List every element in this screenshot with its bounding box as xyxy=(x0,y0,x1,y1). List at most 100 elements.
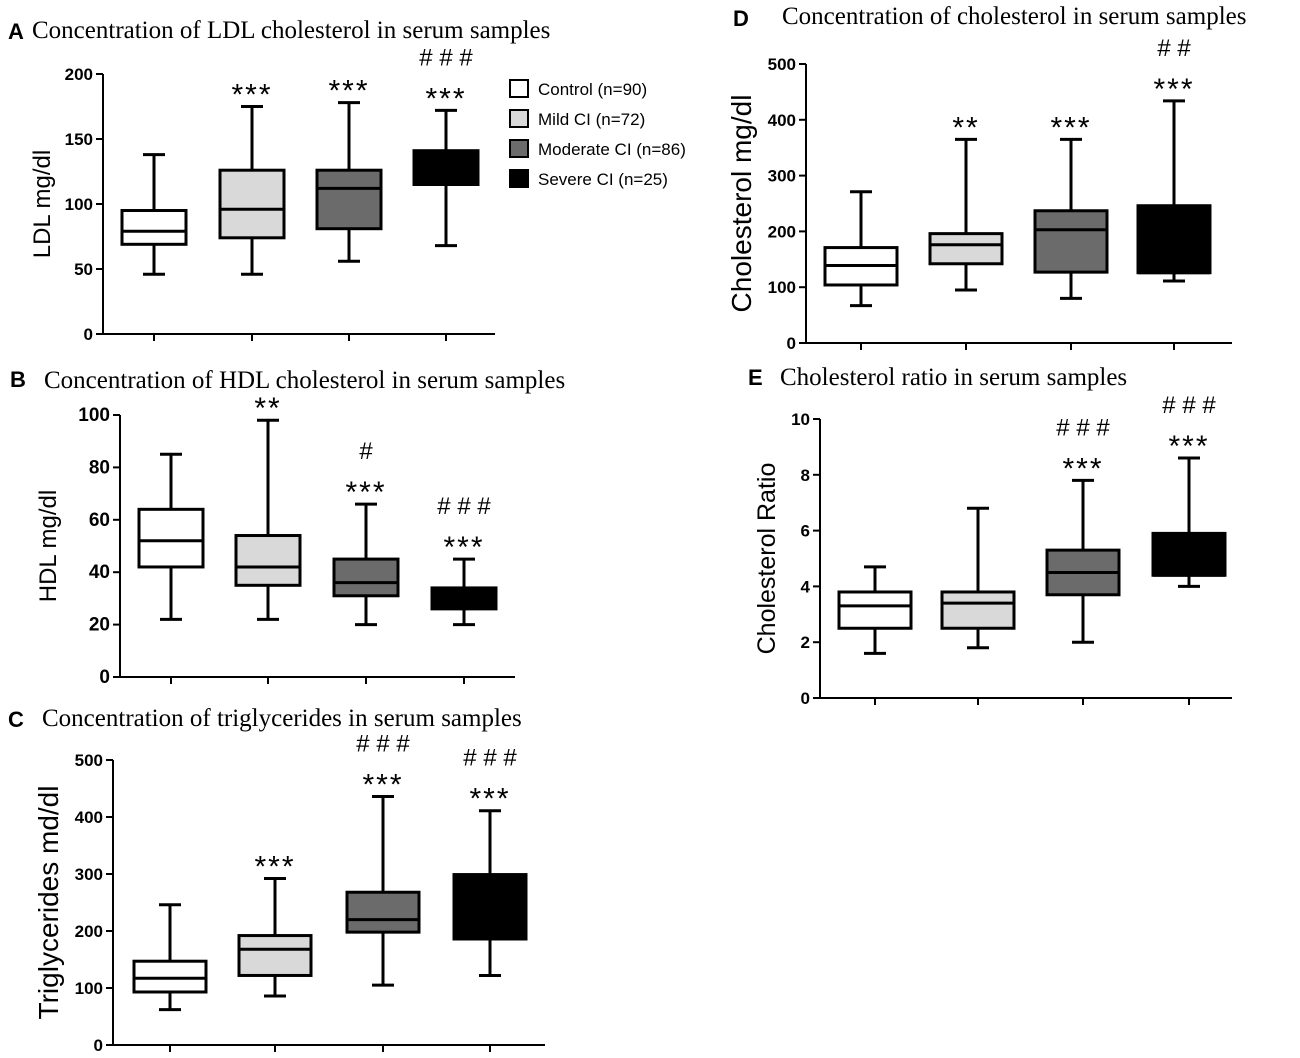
y-tick-label: 200 xyxy=(65,65,93,84)
y-tick-label: 0 xyxy=(801,689,810,708)
significance-stars: *** xyxy=(1062,452,1103,485)
panel-letter: A xyxy=(8,19,24,44)
box-2: ** xyxy=(234,392,302,684)
box-iqr xyxy=(837,590,913,630)
box-1 xyxy=(132,903,208,1052)
significance-hash: # # # xyxy=(356,730,410,757)
y-tick-label: 6 xyxy=(801,522,810,541)
box-iqr xyxy=(1151,531,1227,577)
box-iqr xyxy=(1136,204,1212,275)
y-tick-label: 500 xyxy=(75,751,103,770)
y-tick-label: 2 xyxy=(801,633,810,652)
box-iqr xyxy=(137,507,205,569)
box-iqr xyxy=(120,209,188,246)
y-axis-label: Cholesterol mg/dl xyxy=(726,95,757,313)
significance-hash: # # # xyxy=(437,493,491,520)
box-3: *** # xyxy=(332,438,400,684)
legend-item-2: Mild CI (n=72) xyxy=(509,109,645,129)
legend-swatch xyxy=(509,79,529,98)
box-iqr xyxy=(940,590,1016,630)
significance-stars: *** xyxy=(362,768,403,801)
y-tick-label: 0 xyxy=(787,334,796,353)
panel-d: D Concentration of cholesterol in serum s… xyxy=(726,3,1246,353)
y-tick-label: 400 xyxy=(768,111,796,130)
panel-b: B Concentration of HDL cholesterol in ser… xyxy=(10,367,565,688)
panel-letter: E xyxy=(748,365,763,390)
y-tick-label: 400 xyxy=(75,808,103,827)
legend-label: Severe CI (n=25) xyxy=(538,170,668,189)
chart-title: Concentration of HDL cholesterol in seru… xyxy=(44,367,565,394)
legend-label: Control (n=90) xyxy=(538,80,647,99)
y-tick-label: 20 xyxy=(89,615,110,636)
significance-hash: # # # xyxy=(1162,392,1216,419)
y-tick-label: 300 xyxy=(75,865,103,884)
panel-letter: D xyxy=(733,6,749,31)
significance-stars: *** xyxy=(469,783,510,816)
panel-letter: B xyxy=(10,367,26,392)
box-1 xyxy=(120,153,188,341)
significance-stars: *** xyxy=(345,476,386,509)
panel-a: A Concentration of LDL cholesterol in ser… xyxy=(8,17,550,344)
y-tick-label: 0 xyxy=(94,1036,103,1055)
box-2: *** xyxy=(218,79,286,341)
box-3: *** xyxy=(315,75,383,341)
y-tick-label: 100 xyxy=(65,195,93,214)
box-1 xyxy=(837,565,913,705)
box-4: *** # # # xyxy=(430,493,498,684)
legend-swatch xyxy=(509,109,529,128)
significance-hash: # # # xyxy=(1056,414,1110,441)
y-tick-label: 200 xyxy=(75,922,103,941)
y-tick-label: 0 xyxy=(84,325,93,344)
y-tick-label: 80 xyxy=(89,457,110,478)
box-1 xyxy=(823,190,899,350)
y-tick-label: 200 xyxy=(768,222,796,241)
chart-title: Cholesterol ratio in serum samples xyxy=(780,364,1127,391)
legend: Control (n=90) Mild CI (n=72) Moderate CI … xyxy=(509,79,686,189)
box-4: *** # # # xyxy=(1151,392,1227,705)
y-tick-label: 8 xyxy=(801,466,810,485)
box-iqr xyxy=(1033,209,1109,274)
box-iqr xyxy=(332,557,400,598)
y-axis-label: Triglycerides md/dl xyxy=(33,786,64,1020)
legend-swatch xyxy=(509,169,529,188)
significance-stars: *** xyxy=(443,531,484,564)
panel-letter: C xyxy=(8,707,24,732)
significance-stars: ** xyxy=(952,111,979,144)
box-3: *** # # # xyxy=(345,730,421,1052)
box-3: *** xyxy=(1033,111,1109,350)
chart-title: Concentration of triglycerides in serum … xyxy=(42,705,522,732)
box-2: *** xyxy=(237,851,313,1052)
y-tick-label: 100 xyxy=(75,979,103,998)
box-iqr xyxy=(234,534,302,587)
legend-item-4: Severe CI (n=25) xyxy=(509,169,668,189)
y-tick-label: 60 xyxy=(89,510,110,531)
legend-item-3: Moderate CI (n=86) xyxy=(509,139,686,159)
legend-item-1: Control (n=90) xyxy=(509,79,647,99)
box-2 xyxy=(940,506,1016,705)
box-4: *** # # # xyxy=(452,745,528,1052)
box-4: *** # # xyxy=(1136,35,1212,350)
box-iqr xyxy=(345,890,421,934)
box-iqr xyxy=(218,168,286,240)
box-1 xyxy=(137,452,205,684)
legend-swatch xyxy=(509,139,529,158)
y-tick-label: 40 xyxy=(89,562,110,583)
y-axis-label: HDL mg/dl xyxy=(35,490,62,602)
y-tick-label: 150 xyxy=(65,130,93,149)
panel-e: E Cholesterol ratio in serum samples Chole… xyxy=(748,364,1232,708)
y-tick-label: 100 xyxy=(768,278,796,297)
y-axis-label: LDL mg/dl xyxy=(29,150,56,259)
significance-stars: *** xyxy=(425,82,466,115)
significance-hash: # # # xyxy=(419,44,473,71)
significance-stars: ** xyxy=(254,392,281,425)
significance-hash: # xyxy=(359,438,373,465)
box-iqr xyxy=(452,873,528,941)
legend-label: Moderate CI (n=86) xyxy=(538,140,686,159)
box-iqr xyxy=(237,934,313,977)
chart-title: Concentration of LDL cholesterol in seru… xyxy=(32,17,550,44)
box-iqr xyxy=(928,232,1004,266)
y-tick-label: 10 xyxy=(791,410,810,429)
chart-title: Concentration of cholesterol in serum sa… xyxy=(782,3,1246,30)
y-tick-label: 4 xyxy=(801,577,811,596)
